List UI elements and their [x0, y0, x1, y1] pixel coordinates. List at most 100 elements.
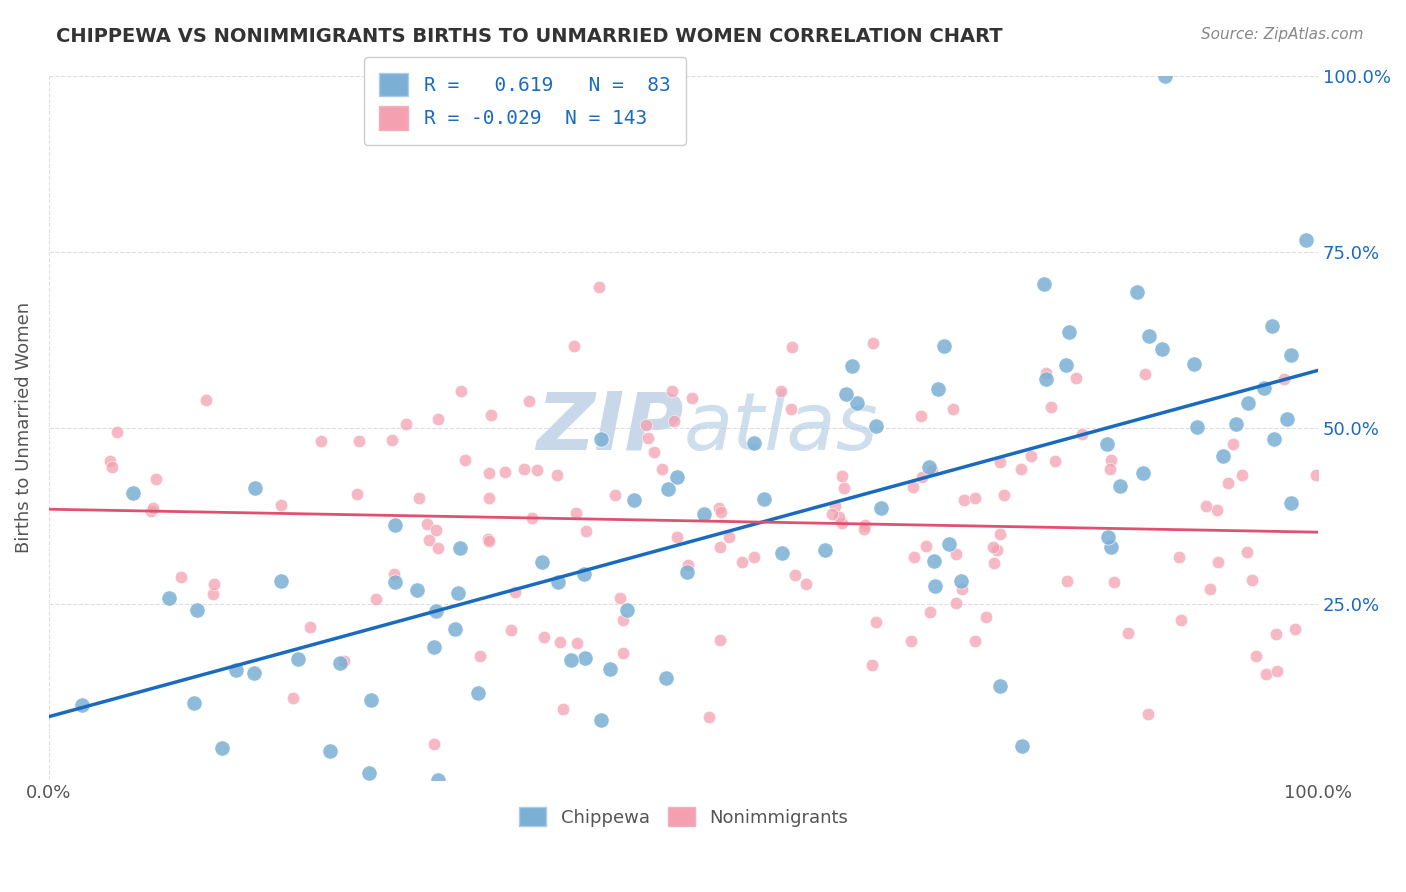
Point	[425, 604, 447, 618]
Point	[769, 384, 792, 398]
Point	[287, 652, 309, 666]
Point	[384, 567, 406, 582]
Point	[1170, 613, 1192, 627]
Point	[945, 596, 967, 610]
Point	[333, 654, 356, 668]
Point	[852, 522, 875, 536]
Point	[860, 657, 883, 672]
Point	[1010, 462, 1032, 476]
Point	[1040, 400, 1063, 414]
Point	[910, 409, 932, 424]
Point	[616, 603, 638, 617]
Point	[347, 434, 370, 448]
Point	[194, 393, 217, 408]
Point	[270, 498, 292, 512]
Point	[924, 554, 946, 568]
Point	[862, 335, 884, 350]
Point	[1279, 348, 1302, 362]
Point	[1109, 478, 1132, 492]
Point	[1206, 502, 1229, 516]
Point	[986, 543, 1008, 558]
Point	[869, 500, 891, 515]
Point	[1125, 285, 1147, 299]
Point	[1116, 625, 1139, 640]
Point	[1253, 381, 1275, 395]
Point	[142, 501, 165, 516]
Point	[346, 487, 368, 501]
Point	[752, 491, 775, 506]
Point	[72, 698, 94, 713]
Point	[1185, 419, 1208, 434]
Point	[903, 549, 925, 564]
Point	[990, 455, 1012, 469]
Point	[139, 503, 162, 517]
Point	[1236, 545, 1258, 559]
Point	[707, 501, 730, 516]
Point	[101, 459, 124, 474]
Point	[1240, 573, 1263, 587]
Point	[384, 574, 406, 589]
Point	[1295, 234, 1317, 248]
Point	[201, 587, 224, 601]
Point	[666, 470, 689, 484]
Point	[1265, 627, 1288, 641]
Point	[423, 738, 446, 752]
Point	[425, 523, 447, 537]
Point	[1216, 476, 1239, 491]
Point	[572, 566, 595, 581]
Point	[121, 486, 143, 500]
Point	[634, 418, 657, 433]
Point	[533, 630, 555, 644]
Point	[380, 434, 402, 448]
Point	[783, 568, 806, 582]
Point	[681, 391, 703, 405]
Point	[1265, 664, 1288, 678]
Point	[988, 527, 1011, 541]
Point	[709, 632, 731, 647]
Point	[780, 340, 803, 354]
Point	[657, 483, 679, 497]
Point	[981, 540, 1004, 554]
Point	[924, 579, 946, 593]
Point	[270, 574, 292, 588]
Point	[949, 574, 972, 588]
Point	[1054, 358, 1077, 372]
Point	[243, 666, 266, 681]
Point	[623, 492, 645, 507]
Point	[145, 472, 167, 486]
Point	[415, 516, 437, 531]
Point	[478, 491, 501, 506]
Point	[846, 396, 869, 410]
Point	[963, 491, 986, 505]
Point	[1057, 325, 1080, 339]
Point	[1064, 370, 1087, 384]
Point	[988, 679, 1011, 693]
Point	[1199, 582, 1222, 597]
Text: Source: ZipAtlas.com: Source: ZipAtlas.com	[1201, 27, 1364, 42]
Point	[934, 339, 956, 353]
Point	[651, 461, 673, 475]
Text: CHIPPEWA VS NONIMMIGRANTS BIRTHS TO UNMARRIED WOMEN CORRELATION CHART: CHIPPEWA VS NONIMMIGRANTS BIRTHS TO UNMA…	[56, 27, 1002, 45]
Point	[427, 772, 450, 787]
Point	[406, 583, 429, 598]
Point	[1101, 452, 1123, 467]
Point	[1230, 467, 1253, 482]
Point	[918, 605, 941, 619]
Point	[665, 530, 688, 544]
Point	[770, 546, 793, 560]
Point	[828, 510, 851, 524]
Point	[779, 401, 801, 416]
Point	[974, 610, 997, 624]
Point	[655, 671, 678, 685]
Point	[915, 539, 938, 553]
Point	[1099, 541, 1122, 555]
Point	[225, 663, 247, 677]
Point	[938, 537, 960, 551]
Point	[1305, 468, 1327, 483]
Point	[105, 425, 128, 439]
Point	[855, 518, 877, 533]
Point	[794, 577, 817, 591]
Point	[565, 636, 588, 650]
Point	[900, 634, 922, 648]
Point	[450, 384, 472, 398]
